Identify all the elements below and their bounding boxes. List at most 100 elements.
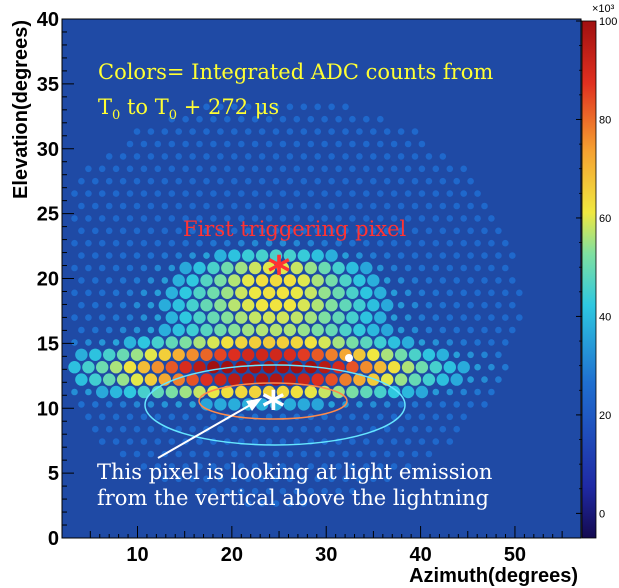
camera-pixel	[349, 413, 356, 421]
camera-pixel	[92, 202, 99, 210]
camera-pixel	[133, 401, 141, 408]
camera-pixel	[297, 398, 310, 411]
camera-pixel	[502, 289, 509, 297]
camera-pixel	[377, 413, 384, 421]
camera-pixel	[154, 215, 162, 222]
camera-pixel	[339, 373, 352, 386]
camera-pixel	[460, 165, 468, 173]
camera-pixel	[210, 115, 217, 123]
camera-pixel	[283, 348, 297, 361]
camera-pixel	[161, 202, 169, 210]
camera-pixel	[304, 385, 317, 399]
camera-pixel	[112, 289, 120, 297]
camera-pixel	[276, 385, 290, 399]
pixel-note-line2: from the vertical above the lightning	[97, 486, 489, 510]
camera-pixel	[85, 413, 92, 421]
camera-pixel	[244, 425, 252, 433]
camera-pixel	[85, 314, 92, 321]
camera-pixel	[356, 401, 363, 408]
camera-pixel	[265, 215, 273, 222]
camera-pixel	[467, 227, 474, 235]
camera-pixel	[488, 363, 495, 371]
camera-pixel	[381, 348, 394, 361]
camera-pixel	[460, 289, 468, 297]
camera-pixel	[342, 450, 349, 458]
camera-pixel	[318, 261, 331, 275]
camera-pixel	[105, 227, 113, 235]
colorbar	[581, 20, 597, 539]
camera-pixel	[186, 274, 199, 287]
camera-pixel	[112, 314, 120, 321]
camera-pixel	[374, 336, 387, 349]
camera-pixel	[474, 314, 481, 321]
camera-pixel	[481, 326, 488, 334]
camera-pixel	[387, 336, 401, 349]
camera-pixel	[189, 401, 196, 408]
camera-pixel	[98, 264, 106, 272]
camera-pixel	[509, 301, 516, 309]
camera-pixel	[304, 361, 317, 374]
camera-pixel	[481, 401, 488, 408]
camera-pixel	[92, 401, 99, 408]
camera-pixel	[439, 202, 447, 210]
camera-pixel	[411, 252, 419, 259]
camera-pixel	[193, 385, 206, 399]
inner-ellipse	[198, 382, 348, 420]
camera-pixel	[381, 323, 394, 337]
camera-pixel	[418, 339, 426, 346]
camera-pixel	[269, 398, 283, 411]
camera-pixel	[453, 202, 461, 210]
x-axis: 10 20 30 40 50	[89, 526, 563, 566]
camera-pixel	[453, 177, 461, 185]
camera-pixel	[314, 227, 322, 235]
camera-pixel	[311, 348, 324, 361]
camera-pixel	[418, 438, 426, 445]
camera-pixel	[98, 314, 106, 321]
camera-pixel	[325, 274, 338, 287]
x-tick-label: 10	[126, 544, 148, 566]
camera-pixel	[248, 361, 262, 374]
camera-pixel	[339, 323, 352, 337]
camera-pixel	[151, 361, 164, 374]
camera-pixel	[161, 277, 169, 284]
camera-pixel	[432, 264, 440, 272]
camera-pixel	[418, 314, 426, 321]
camera-pixel	[460, 339, 468, 346]
camera-pixel	[89, 373, 102, 386]
camera-pixel	[328, 153, 335, 160]
camera-pixel	[411, 277, 419, 284]
camera-pixel	[446, 215, 454, 222]
camera-pixel	[481, 376, 488, 383]
camera-pixel	[214, 373, 227, 386]
camera-pixel	[321, 487, 328, 495]
camera-pixel	[374, 286, 387, 299]
camera-pixel	[154, 463, 162, 470]
camera-pixel	[78, 326, 85, 334]
camera-pixel	[255, 274, 269, 287]
camera-pixel	[377, 165, 384, 173]
camera-pixel	[217, 475, 224, 483]
camera-pixel	[262, 385, 276, 399]
camera-pixel	[242, 249, 255, 262]
camera-pixel	[397, 128, 405, 135]
camera-pixel	[276, 261, 290, 275]
camera-pixel	[182, 165, 189, 173]
camera-pixel	[147, 450, 155, 458]
camera-pixel	[418, 289, 426, 297]
camera-pixel	[342, 177, 349, 185]
camera-pixel	[363, 215, 370, 222]
camera-pixel	[446, 413, 454, 421]
camera-pixel	[265, 140, 273, 148]
colorbar-tick-label: 60	[599, 213, 611, 225]
camera-pixel	[179, 336, 192, 349]
camera-pixel	[381, 299, 394, 312]
camera-pixel	[251, 115, 259, 123]
camera-pixel	[370, 128, 377, 135]
camera-pixel	[189, 177, 196, 185]
camera-pixel	[467, 326, 474, 334]
camera-pixel	[304, 286, 317, 299]
camera-pixel	[98, 165, 106, 173]
camera-pixel	[103, 373, 116, 386]
camera-pixel	[189, 227, 196, 235]
camera-pixel	[221, 261, 234, 275]
